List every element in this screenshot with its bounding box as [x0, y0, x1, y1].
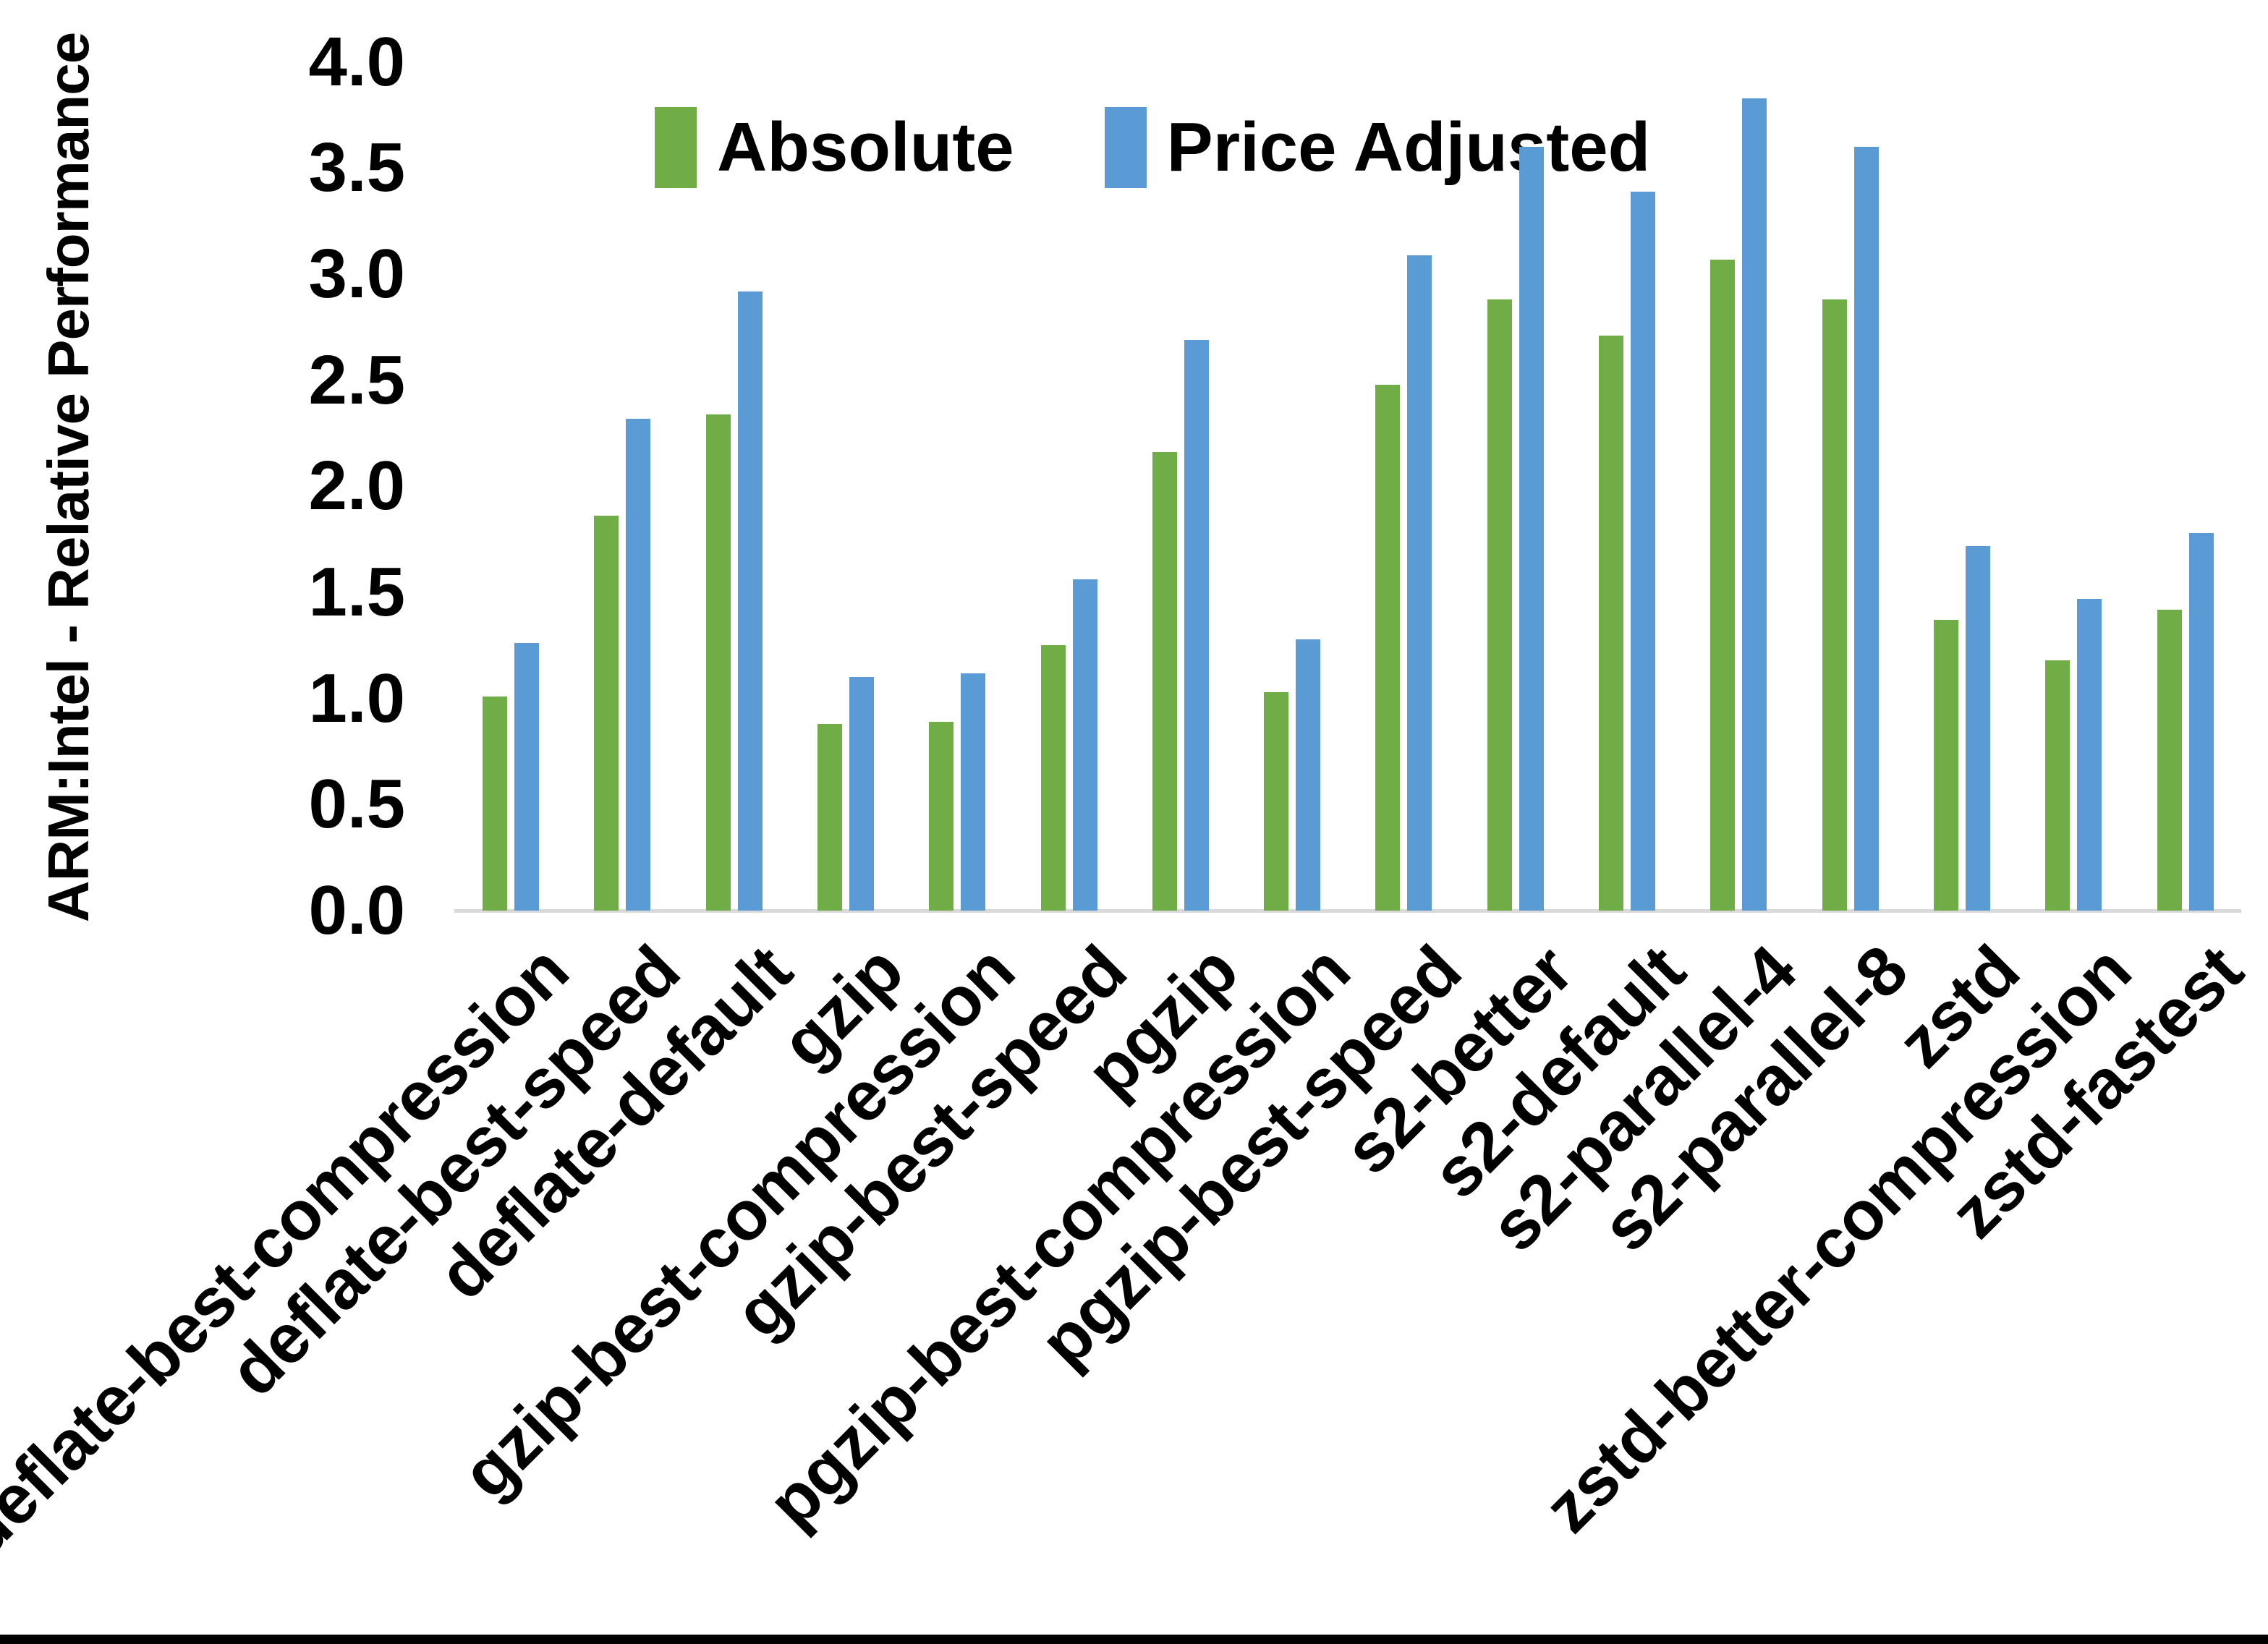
y-tick-label: 2.5 [308, 341, 405, 419]
bar-absolute-pgzip [1152, 452, 1177, 911]
y-tick-label: 0.5 [308, 765, 405, 843]
bar-absolute-deflate-default [705, 414, 731, 911]
bar-price-adjusted-deflate-best-compression [514, 643, 539, 911]
y-tick-label: 3.0 [308, 235, 405, 313]
screenshot-bottom-edge [0, 1635, 2268, 1644]
bar-price-adjusted-zstd-better-compression [2077, 598, 2102, 911]
bar-price-adjusted-s2-parallel-4 [1742, 98, 1767, 911]
bar-absolute-s2-parallel-4 [1710, 259, 1736, 911]
bar-absolute-s2-parallel-8 [1822, 299, 1847, 911]
bar-absolute-pgzip-best-compression [1264, 691, 1289, 911]
bar-absolute-gzip [817, 723, 842, 911]
bar-price-adjusted-gzip [849, 677, 874, 911]
y-tick-label: 3.5 [308, 129, 405, 207]
bar-price-adjusted-pgzip-best-speed [1407, 255, 1432, 911]
legend-item-absolute: Absolute [655, 107, 1014, 188]
bar-absolute-s2-better [1487, 299, 1512, 911]
legend-label-absolute: Absolute [717, 108, 1014, 186]
y-tick-label: 2.0 [308, 447, 405, 525]
bar-price-adjusted-s2-default [1631, 191, 1655, 911]
bar-absolute-gzip-best-speed [1040, 645, 1066, 911]
y-tick-label: 1.5 [308, 553, 405, 631]
legend-item-price-adjusted: Price Adjusted [1104, 107, 1651, 188]
bar-price-adjusted-zstd-fastest [2188, 532, 2214, 911]
bar-absolute-deflate-best-speed [594, 516, 619, 911]
bar-price-adjusted-zstd [1965, 545, 1990, 911]
bar-price-adjusted-gzip-best-speed [1072, 579, 1097, 911]
bar-price-adjusted-s2-better [1519, 147, 1544, 911]
bar-absolute-zstd-better-compression [2045, 660, 2070, 911]
legend-label-price-adjusted: Price Adjusted [1166, 108, 1651, 186]
bar-absolute-s2-default [1599, 336, 1623, 911]
bar-absolute-deflate-best-compression [483, 696, 507, 911]
bar-price-adjusted-pgzip [1184, 340, 1209, 911]
bar-absolute-zstd-fastest [2157, 609, 2182, 911]
legend: Absolute Price Adjusted [655, 107, 1650, 188]
bar-price-adjusted-s2-parallel-8 [1853, 147, 1879, 911]
bar-price-adjusted-deflate-best-speed [626, 418, 651, 911]
bar-price-adjusted-pgzip-best-compression [1296, 639, 1321, 911]
bar-absolute-zstd [1933, 620, 1958, 911]
legend-swatch-price-adjusted [1104, 107, 1147, 188]
y-tick-label: 1.0 [308, 659, 405, 737]
bar-absolute-gzip-best-compression [929, 721, 954, 911]
x-axis-line [454, 909, 2241, 913]
y-tick-label: 4.0 [308, 22, 405, 101]
bar-price-adjusted-gzip-best-compression [961, 673, 986, 911]
legend-swatch-absolute [655, 107, 697, 188]
bar-price-adjusted-deflate-default [737, 291, 763, 911]
bar-absolute-pgzip-best-speed [1375, 384, 1401, 911]
y-tick-label: 0.0 [308, 872, 405, 949]
